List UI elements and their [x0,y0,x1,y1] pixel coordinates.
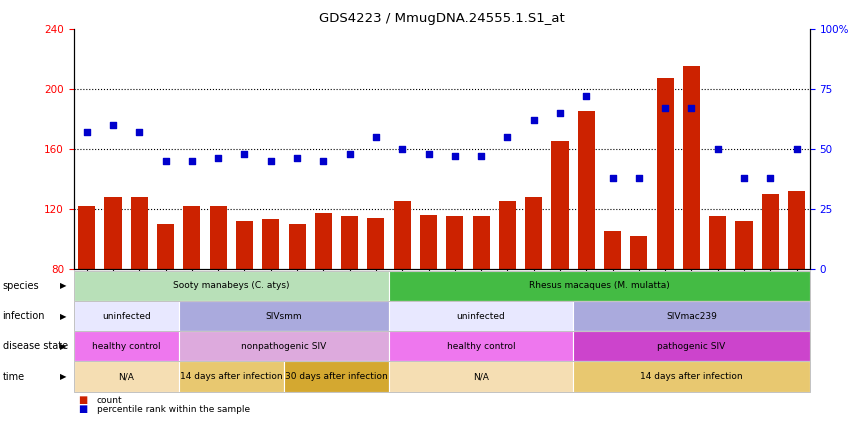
Point [527,116,540,123]
Point [369,133,383,140]
Bar [473,216,489,388]
Point [448,152,462,159]
Point [501,133,514,140]
Point [422,150,436,157]
Point [107,121,120,128]
Bar [184,206,200,388]
Bar [315,213,332,388]
Text: healthy control: healthy control [447,342,515,351]
Point [579,92,593,99]
Bar [446,216,463,388]
Point [158,157,172,164]
Bar [656,78,674,389]
Text: count: count [97,396,123,405]
Bar [630,236,648,388]
Bar [578,111,595,388]
Bar [604,231,621,388]
Text: healthy control: healthy control [92,342,160,351]
Bar [683,66,700,388]
Bar [394,201,410,388]
Bar [236,221,253,388]
Point [290,155,304,162]
Bar [131,197,148,388]
Point [711,145,725,152]
Text: N/A: N/A [473,372,489,381]
Text: ■: ■ [78,396,87,405]
Text: Sooty manabeys (C. atys): Sooty manabeys (C. atys) [173,281,289,290]
Text: 14 days after infection: 14 days after infection [640,372,743,381]
Point [211,155,225,162]
Point [737,174,751,181]
Point [80,128,94,135]
Text: pathogenic SIV: pathogenic SIV [657,342,726,351]
Text: species: species [3,281,39,291]
Text: ▶: ▶ [60,281,67,290]
Point [790,145,804,152]
Point [395,145,409,152]
Bar [157,224,174,388]
Text: 14 days after infection: 14 days after infection [180,372,282,381]
Bar [709,216,727,388]
Point [763,174,777,181]
Point [237,150,251,157]
Point [316,157,330,164]
Bar [735,221,753,388]
Bar [288,224,306,388]
Point [475,152,488,159]
Bar [499,201,516,388]
Point [553,109,567,116]
Point [132,128,146,135]
Bar [420,215,437,388]
Text: percentile rank within the sample: percentile rank within the sample [97,405,250,414]
Point [632,174,646,181]
Text: Rhesus macaques (M. mulatta): Rhesus macaques (M. mulatta) [529,281,669,290]
Text: ■: ■ [78,404,87,414]
Bar [788,191,805,388]
Text: uninfected: uninfected [102,312,151,321]
Text: N/A: N/A [119,372,134,381]
Text: ▶: ▶ [60,342,67,351]
Text: GDS4223 / MmugDNA.24555.1.S1_at: GDS4223 / MmugDNA.24555.1.S1_at [319,12,565,25]
Bar [525,197,542,388]
Point [658,104,672,111]
Bar [552,141,568,388]
Point [605,174,619,181]
Bar [210,206,227,388]
Text: infection: infection [3,311,45,321]
Text: ▶: ▶ [60,312,67,321]
Text: nonpathogenic SIV: nonpathogenic SIV [242,342,326,351]
Bar [341,216,359,388]
Point [185,157,199,164]
Point [343,150,357,157]
Text: SIVsmm: SIVsmm [266,312,302,321]
Text: uninfected: uninfected [456,312,506,321]
Bar [367,218,385,388]
Bar [762,194,779,388]
Text: SIVmac239: SIVmac239 [666,312,717,321]
Bar [78,206,95,388]
Bar [262,219,280,388]
Point [684,104,698,111]
Text: time: time [3,372,25,381]
Point [264,157,278,164]
Bar [105,197,121,388]
Text: 30 days after infection: 30 days after infection [285,372,388,381]
Text: ▶: ▶ [60,372,67,381]
Text: disease state: disease state [3,341,68,351]
